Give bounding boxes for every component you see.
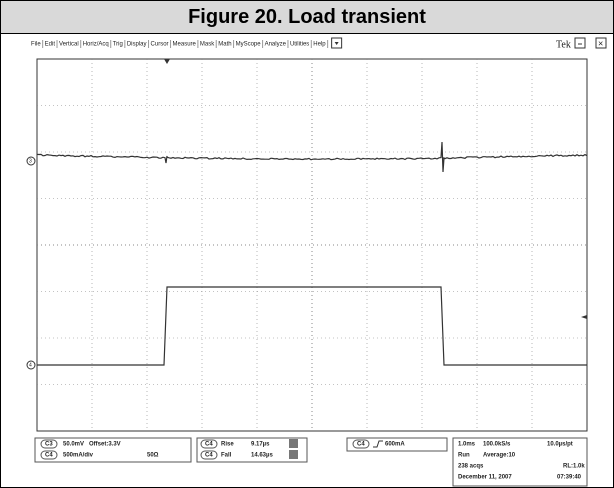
average: Average:10 [483,453,516,459]
fall-icon[interactable] [289,450,298,459]
menu-item[interactable]: Vertical [59,42,79,48]
time: 07:39:40 [557,475,582,481]
ch4-label: C4 [45,453,53,459]
menu-item[interactable]: Edit [45,42,56,48]
menu-item[interactable]: MyScope [236,42,262,48]
record-length: RL:1.0k [563,464,585,470]
menu-item[interactable]: File [31,42,41,48]
menu-item[interactable]: Cursor [151,42,169,48]
timebase: 1.0ms [458,442,476,448]
ch4-marker-label: 4 [29,362,32,368]
rise-channel: C4 [205,442,213,448]
page: Figure 20. Load transient File EditVertic… [0,0,614,488]
ch4-impedance: 50Ω [147,453,159,459]
acq-count: 238 acqs [458,464,484,470]
ch3-marker-label: 3 [29,158,32,164]
graticule [37,59,587,431]
menu-item[interactable]: Display [127,42,147,48]
ch3-label: C3 [45,442,53,448]
trigger-level-label: 600mA [385,442,405,448]
menu-item[interactable]: Measure [173,42,197,48]
run-state: Run [458,453,470,459]
fall-value: 14.63µs [251,453,273,459]
sample-rate: 100.0kS/s [483,442,511,448]
scope-screen: File EditVertical Horiz/Acq Trig Display Curs… [1,34,613,487]
brand: Tek [556,39,571,50]
menu-item[interactable]: Help [313,42,326,48]
menu-item[interactable]: Math [218,42,231,48]
menu-item[interactable]: Trig [113,42,123,48]
minimize-button[interactable] [575,38,585,48]
rise-label: Rise [221,442,234,448]
close-x: × [598,38,603,48]
ch3-scale: 50.0mV [63,442,84,448]
menu-item[interactable]: Utilities [290,42,309,48]
menu-item[interactable]: Analyze [265,42,287,48]
fall-label: Fall [221,453,232,459]
trigger-channel: C4 [357,442,365,448]
resolution: 10.0µs/pt [547,442,573,448]
rise-icon[interactable] [289,439,298,448]
menu-item[interactable]: Horiz/Acq [83,42,109,48]
figure-title: Figure 20. Load transient [1,1,613,34]
menu-bar: File EditVertical Horiz/Acq Trig Display Curs… [31,38,342,48]
ch4-scale: 500mA/div [63,453,94,459]
menu-item[interactable]: Mask [200,42,215,48]
rise-value: 9.17µs [251,442,270,448]
fall-channel: C4 [205,453,213,459]
ch3-offset: Offset:3.3V [89,442,121,448]
date: December 11, 2007 [458,475,512,481]
